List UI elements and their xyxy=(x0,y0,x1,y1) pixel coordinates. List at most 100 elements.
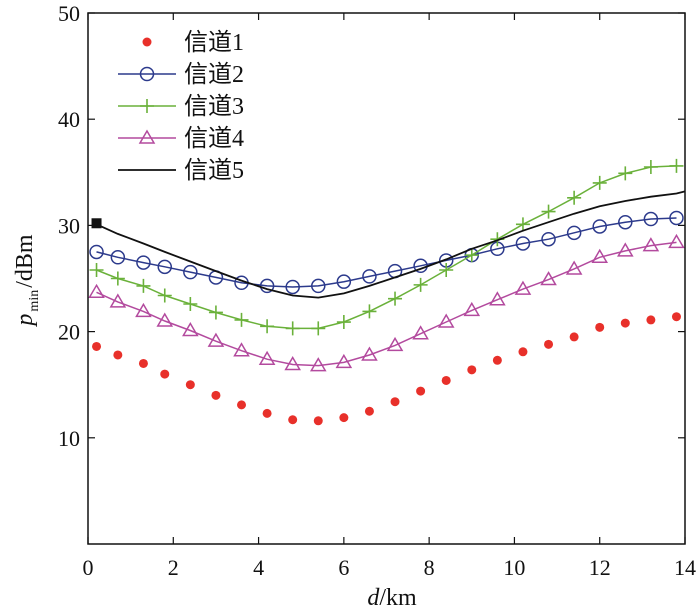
x-tick-label: 2 xyxy=(168,555,179,580)
series-4-point xyxy=(642,237,660,252)
series-4-point xyxy=(258,350,276,365)
series-3-point xyxy=(89,263,104,278)
x-tick-label: 12 xyxy=(589,555,611,580)
plot-frame xyxy=(87,12,686,545)
series-2-point xyxy=(183,264,198,280)
series-5-line xyxy=(96,190,686,299)
legend-item-4: 信道4 xyxy=(118,125,244,152)
series-2-point xyxy=(566,225,582,241)
series-2-point xyxy=(285,279,300,295)
series-1-point xyxy=(416,386,426,396)
series-4-point xyxy=(591,248,609,264)
series-3-point xyxy=(110,271,125,286)
series-4-point xyxy=(540,271,557,286)
series-1-point xyxy=(441,375,451,385)
series-1-point xyxy=(492,355,502,365)
legend-item-2: 信道2 xyxy=(118,61,244,88)
series-3-point xyxy=(157,288,172,303)
series-3-point xyxy=(541,204,556,219)
legend-label: 信道5 xyxy=(184,157,244,184)
series-4-point xyxy=(135,302,152,318)
series-4-point xyxy=(182,322,199,337)
x-tick-label: 6 xyxy=(338,555,349,580)
series-1-point xyxy=(467,365,477,375)
series-3-point xyxy=(285,321,300,336)
y-tick-label: 20 xyxy=(58,320,80,345)
legend-marker xyxy=(142,37,152,47)
series-3-point xyxy=(311,321,326,336)
series-2-line xyxy=(96,217,677,288)
series-2-point xyxy=(136,255,151,270)
y-axis-sub: min xyxy=(27,290,42,312)
series-3-point xyxy=(669,158,684,173)
legend-label: 信道2 xyxy=(184,61,244,88)
series-4-point xyxy=(309,357,327,372)
series-1-point xyxy=(185,380,195,390)
y-tick-label: 50 xyxy=(58,1,80,26)
start-point-marker xyxy=(91,218,102,229)
series-1-point xyxy=(390,397,400,407)
y-axis-var: p xyxy=(12,314,38,328)
series-4 xyxy=(88,233,685,372)
series-1-point xyxy=(569,332,579,342)
series-3-point xyxy=(183,296,198,311)
legend-label: 信道4 xyxy=(184,125,244,152)
series-2-point xyxy=(643,211,659,227)
series-1-point xyxy=(160,369,170,379)
series-4-line xyxy=(96,241,677,367)
series-4-point xyxy=(361,346,378,361)
series-4-point xyxy=(463,301,481,317)
series-3-point xyxy=(567,190,582,205)
series-3-point xyxy=(388,291,403,306)
series-4-point xyxy=(156,312,174,327)
series-2-point xyxy=(362,269,377,284)
series-4-point xyxy=(668,233,685,249)
series-3-point xyxy=(592,175,607,190)
series-1-point xyxy=(92,341,102,351)
series-4-point xyxy=(233,342,250,357)
x-axis-title: d/km xyxy=(367,585,417,611)
series-1-point xyxy=(288,415,298,425)
series-1-point xyxy=(671,312,681,322)
series-1-point xyxy=(620,318,630,328)
legend-marker xyxy=(139,66,155,82)
y-axis-unit: /dBm xyxy=(12,234,38,288)
x-axis-unit: /km xyxy=(379,585,417,611)
series-3-point xyxy=(234,312,249,327)
series-4-point xyxy=(514,280,532,295)
series-1-point xyxy=(211,390,221,400)
series-2-point xyxy=(259,278,275,294)
series-1-point xyxy=(595,322,605,332)
series-4-point xyxy=(616,242,634,257)
legend-label: 信道1 xyxy=(184,29,244,56)
series-4-point xyxy=(489,291,506,306)
legend-item-3: 信道3 xyxy=(118,93,244,120)
series-3 xyxy=(89,158,684,336)
x-tick-label: 8 xyxy=(424,555,435,580)
series-4-point xyxy=(284,356,301,371)
y-tick-label: 30 xyxy=(58,213,80,238)
series-3-point xyxy=(439,263,454,278)
series-2-point xyxy=(541,231,556,247)
x-tick-label: 0 xyxy=(83,555,94,580)
series-3-point xyxy=(464,248,479,263)
x-tick-label: 4 xyxy=(253,555,264,580)
series-4-point xyxy=(109,293,127,308)
plot-marks xyxy=(88,158,686,426)
series-1-point xyxy=(113,350,123,360)
series-3-point xyxy=(362,304,377,319)
series-1-point xyxy=(646,315,656,325)
series-3-line xyxy=(96,165,677,330)
series-2-point xyxy=(669,210,684,226)
series-4-point xyxy=(335,353,353,369)
y-tick-label: 40 xyxy=(58,107,80,132)
series-1-point xyxy=(339,413,349,423)
series-1-point xyxy=(237,400,247,410)
series-1 xyxy=(92,312,681,426)
series-3-point xyxy=(643,159,658,174)
series-2-point xyxy=(311,278,326,294)
legend: 信道1 信道2 信道3 信道4 信道5 xyxy=(118,29,244,184)
series-3-point xyxy=(515,217,530,232)
x-axis-var: d xyxy=(367,585,380,611)
legend-label: 信道3 xyxy=(184,93,244,120)
